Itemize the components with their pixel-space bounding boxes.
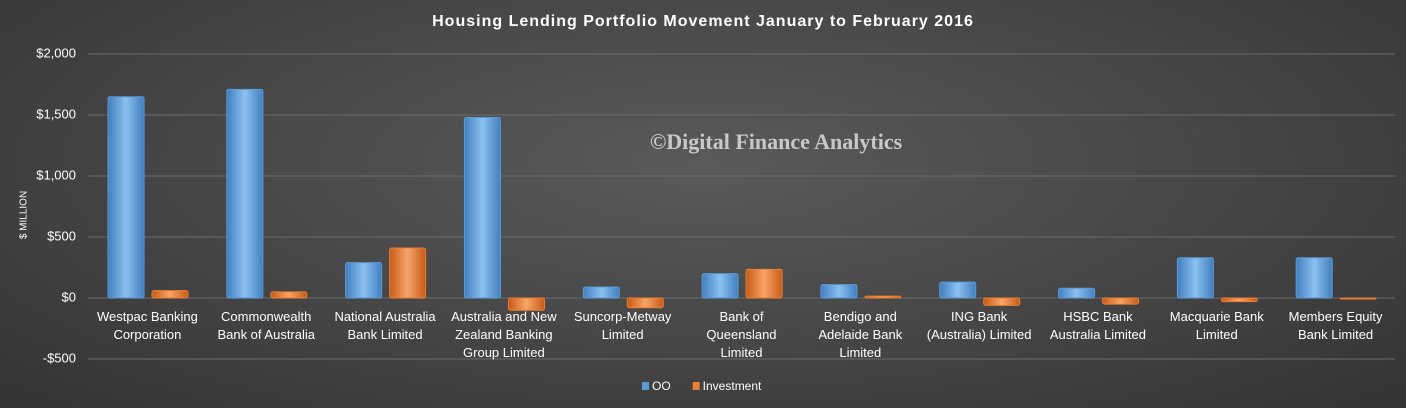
y-tick-label: $1,500 — [36, 106, 76, 121]
bar — [820, 284, 858, 299]
y-tick-label: $1,000 — [36, 167, 76, 182]
y-tick-label: $500 — [47, 228, 76, 243]
bar — [463, 116, 501, 299]
bar — [270, 291, 308, 299]
bar — [345, 262, 383, 299]
x-tick-label: Commonwealth Bank of Australia — [217, 309, 315, 342]
y-tick-label: $2,000 — [36, 45, 76, 60]
bar — [1220, 297, 1258, 303]
x-tick-label: Members Equity Bank Limited — [1288, 309, 1383, 342]
bar — [389, 247, 427, 299]
bar — [1102, 297, 1140, 305]
x-tick-label: ING Bank (Australia) Limited — [926, 309, 1032, 342]
bar — [864, 295, 902, 299]
x-tick-label: Australia and New Zealand Banking Group … — [451, 309, 557, 360]
x-tick-label: Suncorp-Metway Limited — [573, 309, 672, 342]
x-tick-label: Bank of Queensland Limited — [706, 309, 777, 360]
y-tick-label: -$500 — [43, 350, 76, 365]
y-axis-label: $ MILLION — [19, 191, 30, 239]
x-tick-label: Bendigo and Adelaide Bank Limited — [818, 309, 903, 360]
bar — [1295, 257, 1333, 299]
legend-label: Investment — [703, 379, 762, 393]
bar — [701, 273, 739, 299]
x-tick-label: Macquarie Bank Limited — [1169, 309, 1264, 342]
bar — [626, 297, 664, 309]
bar — [582, 286, 620, 299]
bar — [983, 297, 1021, 306]
legend-swatch — [692, 382, 700, 390]
bar — [151, 290, 189, 299]
bar — [1176, 257, 1214, 299]
chart-title: Housing Lending Portfolio Movement Janua… — [432, 13, 974, 30]
x-tick-label: Westpac Banking Corporation — [96, 309, 198, 342]
bar — [107, 96, 145, 299]
x-tick-label: National Australia Bank Limited — [334, 309, 436, 342]
y-tick-label: $0 — [62, 289, 76, 304]
bar — [507, 297, 545, 311]
x-tick-label: HSBC Bank Australia Limited — [1049, 309, 1146, 342]
bar — [226, 88, 264, 299]
bar — [939, 281, 977, 299]
watermark: ©Digital Finance Analytics — [650, 129, 903, 154]
bar — [745, 268, 783, 299]
legend-label: OO — [652, 379, 671, 393]
bar — [1339, 297, 1377, 300]
legend-swatch — [642, 382, 649, 390]
bar — [1058, 287, 1096, 299]
